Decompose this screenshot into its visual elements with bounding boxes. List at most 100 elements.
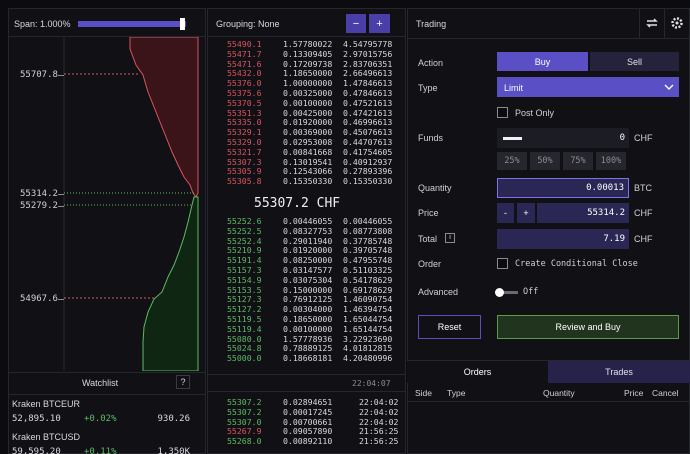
slider-handle[interactable] [180,18,185,30]
book-amount: 0.01920000 [283,245,333,256]
toggle-knob[interactable] [495,288,504,297]
book-total: 1.65044754 [343,314,393,324]
conditional-label: Create Conditional Close [515,259,638,269]
book-total: 0.41754605 [343,146,393,157]
price-plus[interactable]: + [517,203,535,223]
book-amount: 0.08250000 [283,255,333,266]
trade-price: 55267.9 [227,426,262,437]
settings-icon[interactable] [670,16,684,30]
percent-button[interactable]: 100% [596,152,626,170]
column-header: Quantity [543,388,575,398]
bid-row: 55119.5 0.18650000 1.65044754 [207,314,405,324]
divider [407,401,690,402]
book-amount: 0.01920000 [283,117,333,128]
depth-price-label: 55279.2 [20,201,58,211]
watch-name: Kraken BTCEUR [12,399,81,409]
bid-row: 55252.5 0.08327753 0.08773808 [207,226,405,236]
percent-button[interactable]: 50% [530,152,560,170]
book-price: 55370.5 [227,97,262,108]
toggle-track[interactable] [498,291,518,294]
column-header: Price [624,388,644,398]
orders-tab[interactable]: Orders [407,361,548,383]
sell-button[interactable]: Sell [590,52,679,71]
book-total: 0.47421613 [343,107,393,118]
group-plus[interactable]: + [369,14,390,33]
bid-row: 55252.6 0.00446055 0.00446055 [207,216,405,226]
book-price: 55375.6 [227,88,262,98]
ask-row: 55305.9 0.12543066 0.27893396 [207,166,405,176]
watch-change: +0.11% [84,447,117,454]
divider [664,8,665,38]
book-price: 55127.2 [227,304,262,315]
trade-price: 55307.0 [227,416,262,427]
watchlist-title: Watchlist [82,378,119,388]
funds-slider[interactable] [497,128,629,148]
book-total: 4.20480996 [343,353,393,364]
trade-time: 22:04:02 [359,406,399,417]
type-select[interactable] [497,77,679,97]
span-label: Span: 1.000% [14,19,71,29]
total-info[interactable]: i [445,233,455,243]
swap-icon[interactable] [645,17,659,29]
watch-volume: 930.26 [157,414,190,424]
depth-tick [58,206,64,207]
buy-button[interactable]: Buy [497,52,588,71]
help-button[interactable]: ? [176,375,190,389]
book-price: 55471.6 [227,58,262,69]
trade-row: 55267.9 0.09057890 21:56:25 [207,426,405,436]
ask-row: 55490.1 1.57780022 4.54795778 [207,39,405,49]
book-total: 0.47846613 [343,88,393,98]
trade-amount: 0.00892110 [283,436,333,447]
group-minus[interactable]: − [346,14,366,33]
book-total: 1.65144754 [343,323,393,334]
divider [407,38,690,39]
quantity-label: Quantity [418,183,452,193]
bid-row: 55119.4 0.00100000 1.65144754 [207,324,405,334]
percent-button[interactable]: 75% [563,152,593,170]
trade-time: 21:56:25 [359,436,399,447]
book-amount: 0.13309405 [283,48,333,59]
watch-price: 52,895.10 [12,414,61,424]
depth-tick [58,299,64,300]
book-total: 0.47955748 [343,255,393,266]
divider [407,360,690,361]
depth-price-label: 55707.8 [20,70,58,80]
price-input[interactable]: 55314.2 [537,203,629,223]
post-only-checkbox[interactable] [497,107,508,118]
ask-row: 55305.8 0.15350330 0.15350330 [207,176,405,186]
ask-area [129,37,199,198]
percent-button[interactable]: 25% [497,152,527,170]
column-header: Type [447,388,466,398]
book-price: 55351.3 [227,107,262,118]
reset-button[interactable]: Reset [418,315,481,339]
book-amount: 0.00100000 [283,323,333,334]
book-price: 55252.6 [227,216,262,226]
review-button[interactable]: Review and Buy [497,315,679,339]
book-price: 55024.8 [227,343,262,354]
book-price: 55329.1 [227,127,262,138]
total-input: 7.19 [497,229,629,249]
ask-row: 55471.7 0.13309405 2.97015756 [207,49,405,59]
type-label: Type [418,83,438,93]
book-total: 0.54178629 [343,274,393,285]
price-unit: CHF [634,208,653,218]
book-amount: 0.13019541 [283,156,333,167]
trade-row: 55307.2 0.02894651 22:04:02 [207,397,405,407]
trade-price: 55307.2 [227,406,262,417]
trades-tab[interactable]: Trades [548,361,690,383]
conditional-checkbox[interactable] [497,258,508,269]
advanced-value: Off [523,287,539,297]
bid-row: 55127.2 0.00304000 1.46394754 [207,304,405,314]
price-minus[interactable]: - [497,203,514,223]
span-slider[interactable] [78,21,186,27]
divider [207,374,406,375]
trade-amount: 0.02894651 [283,397,333,407]
quantity-input[interactable]: 0.00013 [497,178,629,198]
book-total: 0.44707613 [343,137,393,147]
ask-row: 55307.3 0.13019541 0.40912937 [207,157,405,167]
book-price: 55119.4 [227,323,262,334]
book-amount: 0.00425000 [283,107,333,118]
ask-row: 55321.7 0.00841668 0.41754605 [207,147,405,157]
book-price: 55305.8 [227,176,262,187]
